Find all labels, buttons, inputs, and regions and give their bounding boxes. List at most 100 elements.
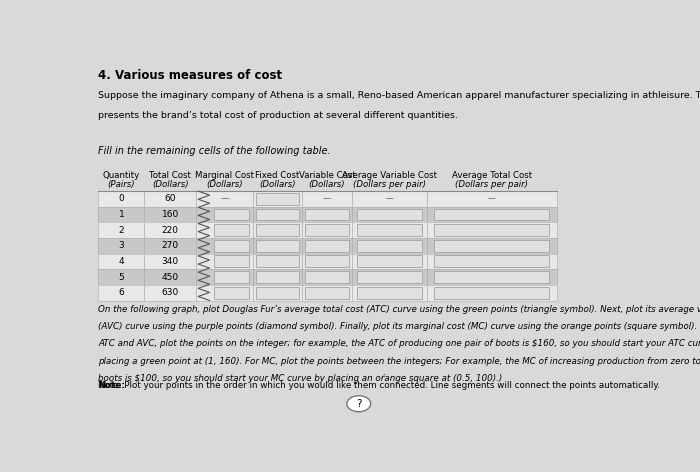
Bar [302, 191, 352, 207]
Text: Total Cost: Total Cost [149, 171, 191, 180]
Bar [435, 255, 549, 267]
Bar [98, 253, 556, 269]
Text: —: — [323, 194, 331, 203]
Bar [352, 285, 426, 301]
Bar [144, 191, 196, 207]
Bar [98, 238, 144, 253]
Text: Marginal Cost: Marginal Cost [195, 171, 254, 180]
Bar [196, 222, 253, 238]
Text: Fill in the remaining cells of the following table.: Fill in the remaining cells of the follo… [98, 146, 331, 156]
Text: 340: 340 [162, 257, 178, 266]
Bar [256, 209, 299, 220]
Bar [435, 209, 549, 220]
Bar [352, 238, 426, 253]
Bar [426, 253, 556, 269]
Bar [256, 287, 299, 299]
Text: Average Total Cost: Average Total Cost [452, 171, 532, 180]
Bar [357, 240, 422, 252]
Bar [302, 269, 352, 285]
Bar [352, 207, 426, 222]
Text: —: — [386, 194, 393, 203]
Text: 4: 4 [118, 257, 124, 266]
Text: 4. Various measures of cost: 4. Various measures of cost [98, 69, 283, 82]
Bar [98, 207, 556, 222]
Bar [435, 240, 549, 252]
Bar [304, 271, 349, 283]
Bar [256, 255, 299, 267]
Bar [144, 253, 196, 269]
Circle shape [346, 396, 371, 412]
Bar [144, 207, 196, 222]
Bar [256, 240, 299, 252]
Bar [426, 269, 556, 285]
Text: ATC and AVC, plot the points on the integer; for example, the ATC of producing o: ATC and AVC, plot the points on the inte… [98, 339, 700, 348]
Bar [435, 287, 549, 299]
Text: On the following graph, plot Douglas Fur’s average total cost (ATC) curve using : On the following graph, plot Douglas Fur… [98, 304, 700, 313]
Bar [98, 285, 144, 301]
Bar [98, 269, 144, 285]
Text: 450: 450 [162, 272, 178, 282]
Bar [302, 222, 352, 238]
Bar [256, 271, 299, 283]
Bar [256, 224, 299, 236]
Bar [98, 285, 556, 301]
Bar [302, 253, 352, 269]
Bar [196, 269, 253, 285]
Text: Quantity: Quantity [103, 171, 140, 180]
Bar [304, 240, 349, 252]
Text: Fixed Cost: Fixed Cost [256, 171, 300, 180]
Text: 60: 60 [164, 194, 176, 203]
Bar [304, 209, 349, 220]
Text: Average Variable Cost: Average Variable Cost [342, 171, 437, 180]
Bar [253, 269, 302, 285]
Bar [196, 238, 253, 253]
Bar [98, 207, 144, 222]
Bar [98, 191, 556, 207]
Bar [426, 222, 556, 238]
Bar [144, 285, 196, 301]
Text: (Dollars): (Dollars) [206, 179, 243, 188]
Text: 2: 2 [118, 226, 124, 235]
Text: 3: 3 [118, 241, 125, 250]
Bar [302, 285, 352, 301]
Text: Suppose the imaginary company of Athena is a small, Reno-based American apparel : Suppose the imaginary company of Athena … [98, 91, 700, 100]
Bar [253, 207, 302, 222]
Text: Note: Plot your points in the order in which you would like them connected. Line: Note: Plot your points in the order in w… [98, 381, 660, 390]
Bar [144, 222, 196, 238]
Bar [144, 269, 196, 285]
Bar [304, 224, 349, 236]
Text: boots is $100, so you should start your MC curve by placing an oŕange square at : boots is $100, so you should start your … [98, 374, 503, 383]
Bar [253, 253, 302, 269]
Bar [357, 209, 422, 220]
Text: (Dollars): (Dollars) [259, 179, 295, 188]
Bar [253, 285, 302, 301]
Text: 220: 220 [162, 226, 178, 235]
Bar [253, 222, 302, 238]
Text: —: — [220, 194, 229, 203]
Bar [304, 287, 349, 299]
Bar [357, 255, 422, 267]
Bar [196, 253, 253, 269]
Text: 270: 270 [162, 241, 178, 250]
Text: 1: 1 [118, 210, 125, 219]
Bar [253, 238, 302, 253]
Bar [214, 271, 249, 283]
Bar [426, 191, 556, 207]
Text: 6: 6 [118, 288, 125, 297]
Bar [352, 191, 426, 207]
Bar [352, 269, 426, 285]
Bar [357, 224, 422, 236]
Text: presents the brand’s total cost of production at several different quantities.: presents the brand’s total cost of produ… [98, 111, 458, 120]
Text: 630: 630 [162, 288, 179, 297]
Bar [253, 191, 302, 207]
Text: Note:: Note: [98, 381, 125, 390]
Bar [214, 224, 249, 236]
Text: ?: ? [356, 399, 361, 409]
Bar [357, 287, 422, 299]
Text: (Pairs): (Pairs) [108, 179, 135, 188]
Bar [435, 271, 549, 283]
Text: 0: 0 [118, 194, 125, 203]
Bar [98, 222, 144, 238]
Text: Variable Cost: Variable Cost [299, 171, 356, 180]
Text: —: — [488, 194, 496, 203]
